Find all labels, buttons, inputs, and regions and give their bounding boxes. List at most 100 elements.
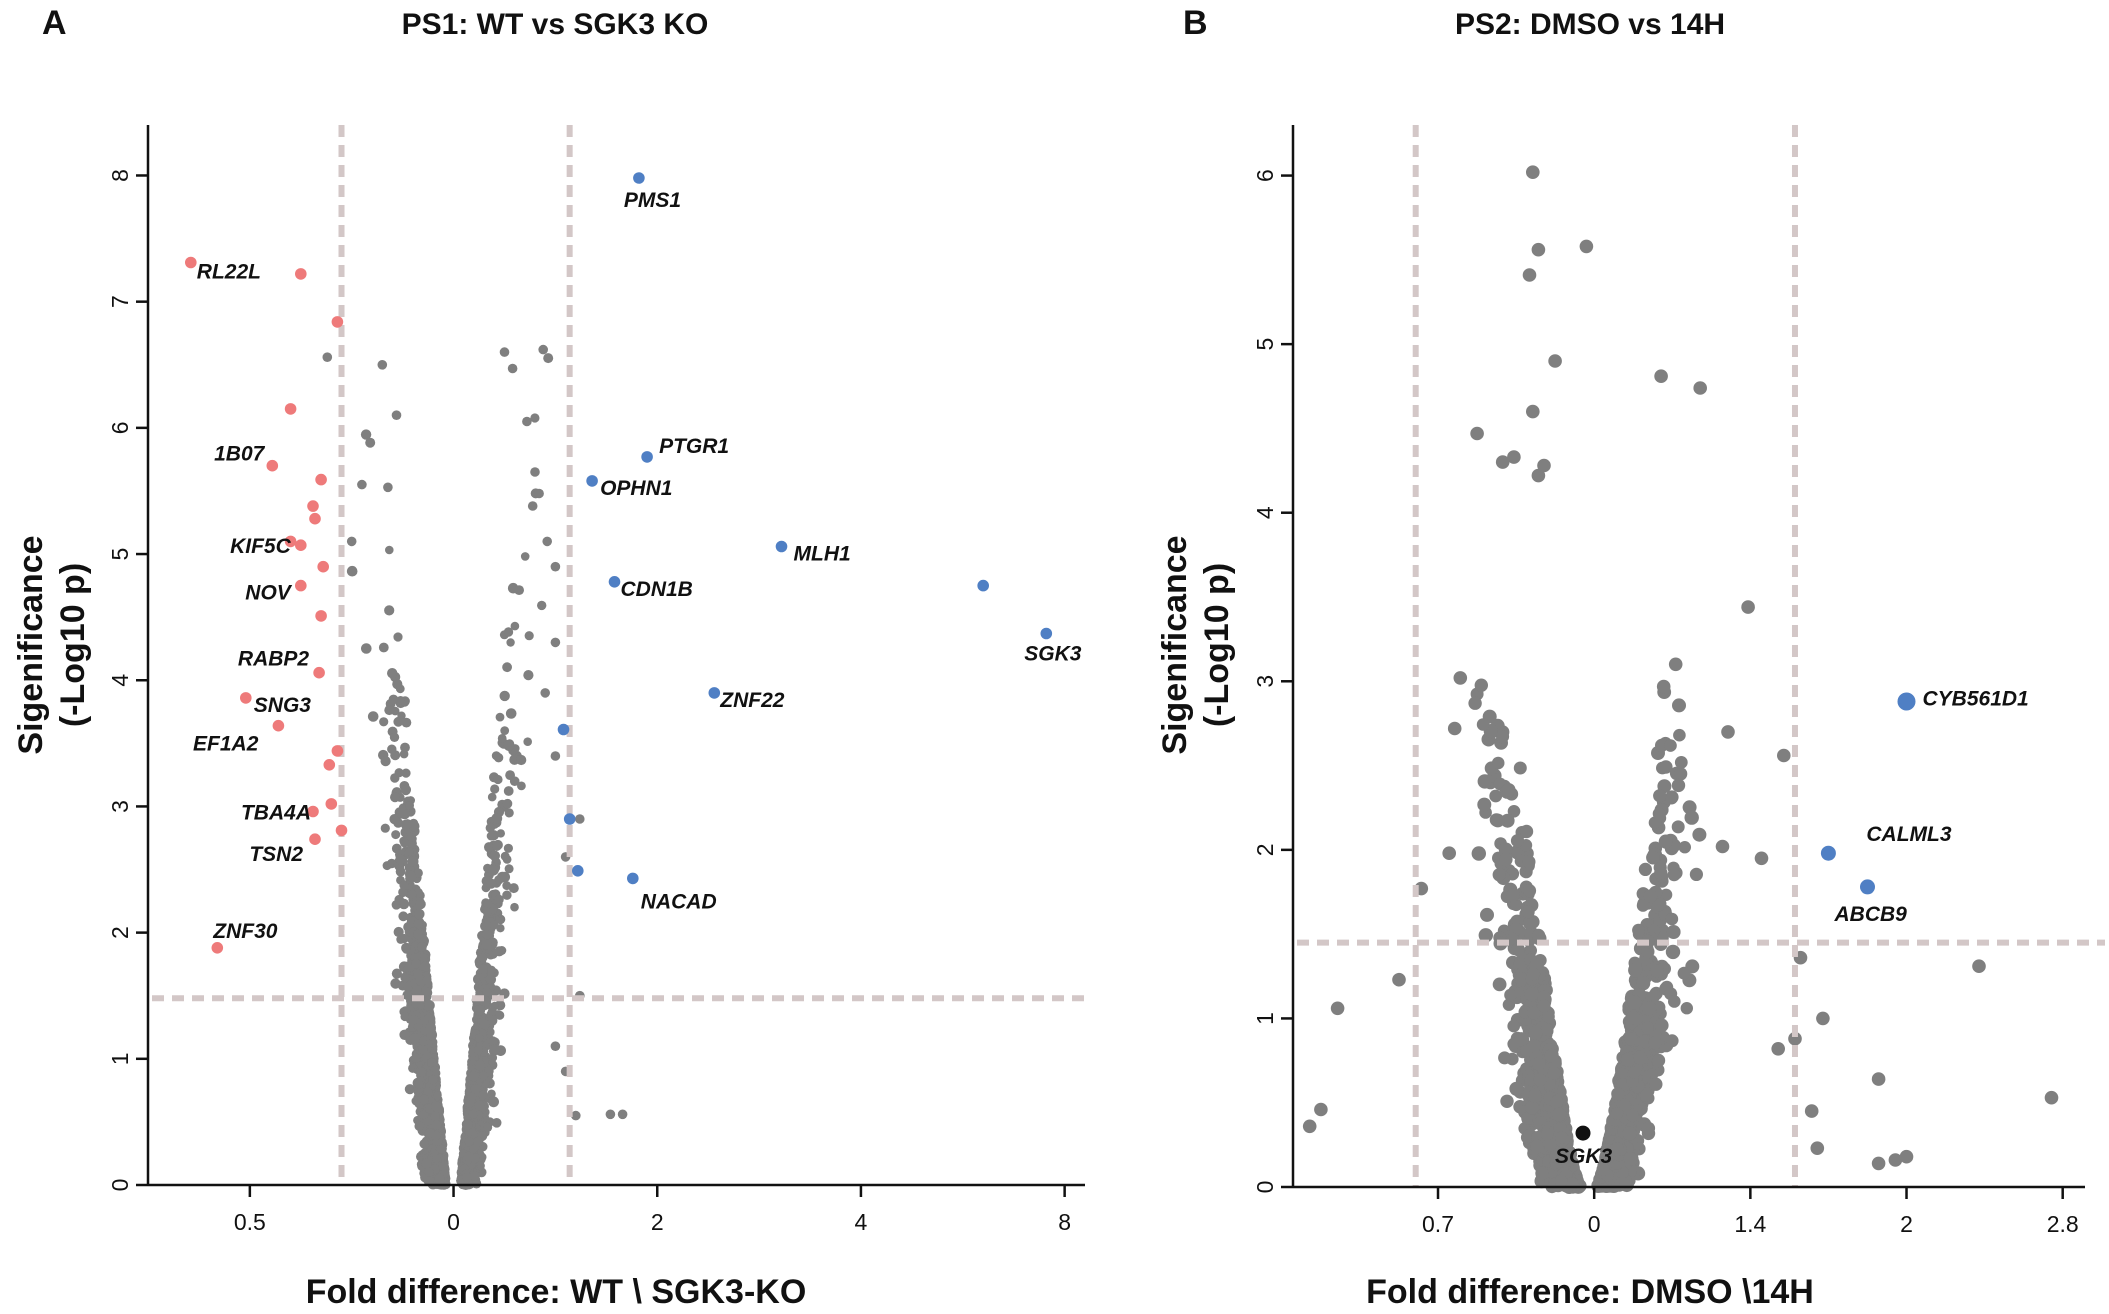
panel-a-point	[395, 684, 405, 694]
panel-b-gene-label: CYB561D1	[1923, 688, 2029, 711]
panel-a-point	[384, 605, 395, 616]
panel-a-point	[488, 1096, 499, 1108]
panel-a-point	[383, 482, 393, 493]
panel-a-highlighted-point	[708, 687, 721, 699]
panel-a-point	[463, 1119, 473, 1130]
panel-a-y-tick-label: 6	[107, 421, 133, 434]
panel-b-point	[1673, 728, 1686, 742]
panel-a-point	[509, 776, 520, 786]
panel-a-point	[575, 814, 585, 824]
panel-a-highlighted-point	[335, 824, 348, 837]
panel-a-point	[495, 1010, 505, 1020]
panel-b-point	[1654, 866, 1668, 880]
panel-a-point	[534, 488, 544, 499]
panel-b-point	[1680, 1002, 1694, 1015]
panel-a-gene-label: RABP2	[238, 648, 310, 671]
panel-b-point	[1507, 805, 1521, 818]
panel-b-highlighted-point	[1575, 1125, 1591, 1141]
panel-a-highlighted-point	[1040, 627, 1053, 640]
panel-b-point	[1689, 867, 1703, 882]
panel-b-point	[1668, 995, 1681, 1008]
panel-a-gene-label: PMS1	[624, 189, 681, 212]
panel-a-point	[413, 919, 423, 929]
panel-a-point	[487, 1015, 498, 1026]
panel-a-point	[380, 823, 390, 833]
panel-a-point	[516, 754, 527, 766]
panel-a-point	[390, 792, 400, 803]
panel-b-point	[1526, 967, 1540, 981]
panel-a-point	[478, 953, 488, 963]
panel-b-point	[1656, 679, 1671, 694]
panel-b-point	[1665, 944, 1681, 960]
panel-b-point	[1636, 899, 1650, 912]
panel-a-highlighted-point	[325, 798, 338, 810]
panel-a-point	[402, 944, 411, 954]
panel-b-point	[1655, 738, 1669, 753]
panel-a-point	[414, 908, 425, 920]
panel-a-point	[391, 410, 402, 421]
panel-b-background-points	[1302, 165, 2059, 1195]
panel-b-point	[1665, 912, 1679, 926]
panel-a-point	[500, 726, 510, 735]
panel-b-point	[1509, 1081, 1524, 1096]
panel-b-point	[1641, 1121, 1656, 1136]
panel-a-point	[393, 926, 404, 938]
panel-b-y-axis-title-line1: Sigenificance	[1156, 535, 1194, 754]
panel-a-point	[502, 890, 512, 900]
panel-b-point	[1492, 977, 1507, 992]
panel-a-x-tick-label: 0	[447, 1209, 460, 1235]
panel-a-gene-label: TSN2	[249, 843, 303, 866]
panel-a-point	[394, 894, 404, 905]
panel-a-point	[416, 1067, 427, 1078]
panel-a-point	[408, 820, 420, 832]
panel-a-highlighted-point	[331, 745, 344, 757]
panel-a-highlighted-point	[572, 865, 584, 877]
panel-a-point	[482, 907, 493, 917]
panel-b-point	[1514, 1032, 1529, 1047]
panel-a-point	[385, 545, 394, 555]
panel-a-point	[414, 1079, 424, 1089]
panel-b-point	[1674, 756, 1688, 769]
panel-a-point	[550, 751, 561, 761]
panel-b-point	[1626, 1108, 1639, 1122]
panel-a-point	[380, 756, 391, 767]
panel-b-point	[1623, 1151, 1638, 1166]
panel-a-point	[367, 711, 379, 722]
panel-b-point	[1522, 916, 1537, 930]
panel-letter-b: B	[1183, 4, 1208, 42]
panel-b-point	[1715, 839, 1730, 854]
panel-b-thresholds	[1297, 125, 2105, 1187]
panel-a-point	[491, 841, 502, 851]
panel-a-gene-label: ZNF30	[212, 920, 277, 943]
panel-b-point	[1771, 1042, 1785, 1056]
panel-a-point	[414, 1121, 424, 1131]
panel-a-point	[487, 1006, 497, 1016]
panel-a-y-tick-label: 7	[107, 295, 133, 308]
panel-a-point	[417, 942, 427, 952]
panel-a-highlighted-point	[323, 759, 336, 771]
panel-b-y-tick-label: 3	[1252, 675, 1278, 688]
panel-letter-a: A	[42, 4, 67, 42]
panel-b-point	[1560, 1149, 1574, 1163]
panel-b-point	[1540, 1128, 1554, 1141]
panel-a-point	[482, 929, 492, 940]
panel-a-point	[540, 688, 550, 698]
panel-b-point	[1888, 1153, 1903, 1167]
panel-b-point	[1542, 1010, 1555, 1023]
panel-a-point	[507, 363, 518, 374]
panel-a-point	[502, 798, 513, 809]
panel-b-point	[1672, 698, 1686, 713]
panel-a-point	[468, 1071, 479, 1082]
panel-b-point	[1511, 942, 1525, 957]
panel-a-point	[433, 1091, 442, 1100]
panel-a-y-tick-label: 1	[107, 1052, 133, 1065]
panel-a-point	[479, 1071, 489, 1081]
panel-a-point	[405, 847, 415, 856]
panel-a-point	[491, 813, 503, 824]
panel-a-point	[409, 1015, 419, 1025]
panel-a-highlighted-point	[295, 579, 307, 592]
panel-a-x-axis-title: Fold difference: WT \ SGK3-KO	[306, 1273, 807, 1311]
panel-b-point	[1453, 671, 1468, 685]
panel-b-point	[1527, 1006, 1541, 1020]
panel-b-y-tick-label: 2	[1252, 843, 1278, 856]
